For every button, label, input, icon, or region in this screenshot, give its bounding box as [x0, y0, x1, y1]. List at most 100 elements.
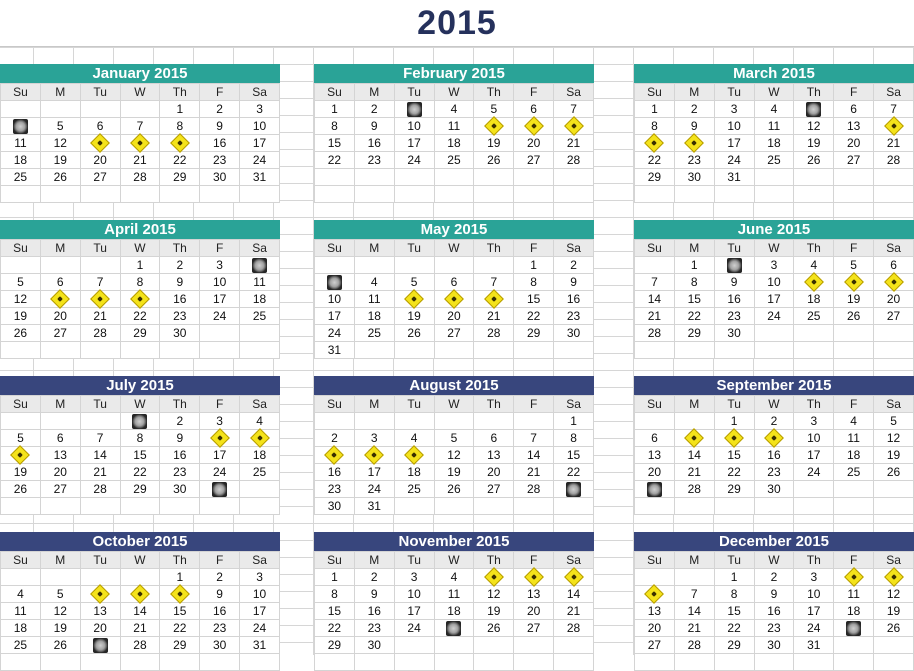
empty-cell [314, 412, 355, 430]
day-cell: 23 [353, 619, 395, 637]
week-row: 1 [314, 412, 594, 430]
empty-cell [513, 168, 555, 186]
day-cell: 25 [0, 636, 41, 654]
empty-cell [513, 341, 555, 359]
empty-cell [79, 497, 121, 515]
day-cell: 19 [0, 307, 41, 325]
empty-cell [79, 653, 121, 671]
empty-cell [314, 653, 355, 671]
day-cell: 30 [159, 480, 201, 498]
day-cell: 14 [673, 602, 715, 620]
week-row: 15 16 17 18 19 20 21 [314, 602, 594, 620]
week-row: 17 18 19 20 21 [634, 133, 914, 154]
month-grid: Su M Tu W Th F Sa 1 2 3 4 8 9 10 11 12 13 14 15 16 17 18 19 20 2… [314, 551, 594, 671]
day-cell: 28 [473, 324, 515, 342]
empty-cell [713, 341, 755, 359]
month-block: December 2015 Su M Tu W Th F Sa 1 2 3 7 8 9 10 11 12 13 14… [634, 532, 914, 671]
week-row: 25 26 28 29 30 31 [0, 636, 280, 654]
month-block: October 2015 Su M Tu W Th F Sa 1 2 3 4 5 9 10 11 12 13 14 1… [0, 532, 280, 671]
day-cell: 30 [553, 324, 594, 342]
week-row: 10 11 15 16 [314, 289, 594, 310]
road-sign-icon [644, 133, 665, 154]
road-sign-icon [209, 428, 230, 449]
month-block: January 2015 Su M Tu W Th F Sa 1 2 3 5 6 7 8 9 10 11 12 16 1… [0, 64, 280, 203]
day-cell: 26 [473, 619, 515, 637]
day-cell: 17 [793, 602, 835, 620]
full-moon-icon [326, 274, 342, 290]
day-cell: 16 [314, 463, 355, 481]
day-cell: 26 [873, 619, 914, 637]
day-cell: 22 [119, 463, 161, 481]
weekday-label: M [39, 239, 81, 257]
empty-cell [873, 653, 914, 671]
empty-cell [79, 412, 121, 430]
day-cell: 18 [433, 134, 475, 152]
day-cell: 21 [673, 619, 715, 637]
empty-cell [353, 341, 395, 359]
day-cell [0, 117, 41, 135]
weekday-header-row: Su M Tu W Th F Sa [634, 395, 914, 413]
day-cell: 2 [159, 412, 201, 430]
day-cell: 18 [0, 151, 41, 169]
day-cell: 26 [873, 463, 914, 481]
road-sign-icon [483, 116, 504, 137]
day-cell: 4 [0, 585, 41, 603]
day-cell: 6 [79, 117, 121, 135]
day-cell [793, 272, 835, 293]
week-row: 23 24 25 26 27 28 [314, 480, 594, 498]
day-cell [873, 567, 914, 588]
empty-cell [239, 480, 280, 498]
weekday-label: Tu [393, 551, 435, 569]
day-cell: 1 [713, 568, 755, 586]
day-cell: 9 [199, 585, 241, 603]
month-title: February 2015 [314, 64, 594, 83]
day-cell: 25 [793, 307, 835, 325]
week-row: 21 22 23 24 25 26 27 [634, 307, 914, 325]
day-cell [353, 445, 395, 466]
day-cell: 19 [793, 134, 835, 152]
empty-cell [353, 256, 395, 274]
weekday-label: F [199, 395, 241, 413]
road-sign-icon [764, 428, 784, 449]
week-row: 26 27 28 29 30 [0, 324, 280, 342]
empty-cell [673, 497, 715, 515]
weekday-label: F [833, 395, 875, 413]
empty-cell [513, 185, 555, 203]
road-sign-icon [483, 567, 504, 588]
day-cell: 14 [79, 446, 121, 464]
empty-cell [553, 185, 594, 203]
day-cell: 15 [314, 134, 355, 152]
month-grid: Su M Tu W Th F Sa 1 2 3 4 6 7 8 9 10 11 12 13 17 18 19 20 21 22 2… [634, 83, 914, 203]
day-cell [119, 133, 161, 154]
empty-cell [393, 636, 435, 654]
weekday-label: F [513, 83, 555, 101]
week-row: 11 12 16 17 [0, 133, 280, 154]
week-row: 8 9 10 11 [314, 116, 594, 137]
day-cell [79, 289, 121, 310]
road-sign-icon [843, 567, 864, 588]
day-cell: 1 [314, 100, 355, 118]
empty-cell [634, 497, 675, 515]
day-cell: 17 [393, 602, 435, 620]
day-cell [553, 567, 594, 588]
empty-cell [634, 185, 675, 203]
empty-cell [753, 168, 795, 186]
full-moon-icon [726, 257, 742, 273]
day-cell: 13 [833, 117, 875, 135]
day-cell: 5 [39, 585, 81, 603]
empty-cell [39, 341, 81, 359]
week-row [314, 185, 594, 203]
weekday-label: Tu [393, 395, 435, 413]
empty-cell [713, 653, 755, 671]
day-cell: 20 [873, 290, 914, 308]
week-row: 22 23 24 25 26 27 28 [314, 151, 594, 169]
day-cell: 14 [553, 585, 594, 603]
day-cell: 1 [634, 100, 675, 118]
empty-cell [473, 256, 515, 274]
day-cell [553, 116, 594, 137]
day-cell: 17 [314, 307, 355, 325]
empty-cell [199, 653, 241, 671]
empty-cell [833, 324, 875, 342]
day-cell: 24 [713, 151, 755, 169]
